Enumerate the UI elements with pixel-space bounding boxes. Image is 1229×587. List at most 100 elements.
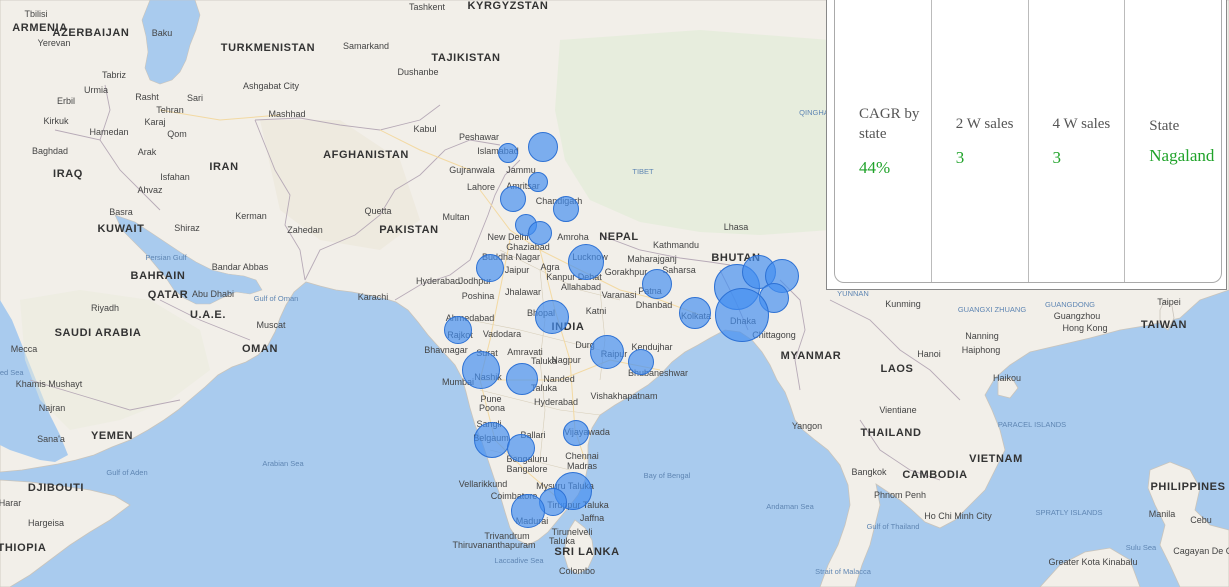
country-label: LAOS bbox=[880, 363, 914, 375]
city-label: Harar bbox=[0, 498, 22, 508]
country-label: QATAR bbox=[147, 289, 189, 301]
city-label: Amritsar bbox=[506, 181, 540, 191]
state-bubble-marker[interactable] bbox=[474, 422, 510, 458]
city-label: Ho Chi Minh City bbox=[924, 511, 992, 521]
region-label: Gulf of Oman bbox=[253, 294, 299, 303]
tooltip-col-4w: 4 W sales 3 bbox=[1029, 0, 1126, 282]
state-bubble-marker[interactable] bbox=[462, 351, 500, 389]
country-label: THAILAND bbox=[860, 427, 922, 439]
city-label: Karaj bbox=[144, 117, 166, 127]
city-label: Lhasa bbox=[723, 222, 749, 232]
city-label: Amravati bbox=[507, 347, 543, 357]
region-label: Gulf of Thailand bbox=[866, 522, 920, 531]
city-label: Mashhad bbox=[268, 109, 306, 119]
city-label: Maharajganj bbox=[627, 254, 677, 264]
state-bubble-marker[interactable] bbox=[500, 186, 526, 212]
city-label: Hanoi bbox=[917, 349, 941, 359]
city-label: Nanning bbox=[965, 331, 999, 341]
city-label: Cebu bbox=[1190, 515, 1212, 525]
country-label: PHILIPPINES bbox=[1150, 481, 1226, 493]
country-label: ARMENIA bbox=[12, 22, 68, 34]
city-label: Tbilisi bbox=[24, 9, 48, 19]
state-bubble-marker[interactable] bbox=[715, 288, 769, 342]
city-label: Dushanbe bbox=[397, 67, 439, 77]
city-label: Nagpur bbox=[551, 355, 581, 365]
state-bubble-marker[interactable] bbox=[628, 349, 654, 375]
city-label: Mumbai bbox=[441, 377, 475, 387]
state-bubble-marker[interactable] bbox=[528, 132, 558, 162]
city-label: Baghdad bbox=[31, 146, 69, 156]
region-label: Strait of Malacca bbox=[815, 567, 871, 576]
state-bubble-marker[interactable] bbox=[590, 335, 624, 369]
city-label: Katni bbox=[585, 306, 607, 316]
city-label: Tabriz bbox=[101, 70, 127, 80]
country-label: IRAQ bbox=[53, 168, 83, 180]
state-bubble-marker[interactable] bbox=[563, 420, 589, 446]
state-bubble-marker[interactable] bbox=[506, 363, 538, 395]
region-label: Sulu Sea bbox=[1125, 543, 1157, 552]
state-bubble-marker[interactable] bbox=[535, 300, 569, 334]
city-label: Qom bbox=[167, 129, 187, 139]
state-bubble-marker[interactable] bbox=[444, 316, 472, 344]
city-label: Gujranwala bbox=[449, 165, 495, 175]
city-label: Varanasi bbox=[601, 290, 637, 300]
state-bubble-marker[interactable] bbox=[553, 196, 579, 222]
country-label: YEMEN bbox=[90, 430, 134, 442]
country-label: TAJIKISTAN bbox=[431, 52, 501, 64]
city-label: Vellarikkund bbox=[458, 479, 508, 489]
city-label: Madras bbox=[566, 461, 598, 471]
cagr-value: 44% bbox=[859, 157, 891, 177]
city-label: Tashkent bbox=[408, 2, 446, 12]
region-label: GUANGXI ZHUANG bbox=[957, 305, 1027, 314]
city-label: Chittagong bbox=[752, 330, 796, 340]
state-bubble-marker[interactable] bbox=[528, 172, 548, 192]
city-label: Jhalawar bbox=[504, 287, 542, 297]
city-label: Multan bbox=[442, 212, 470, 222]
state-bubble-marker[interactable] bbox=[568, 244, 604, 280]
country-label: OMAN bbox=[241, 343, 279, 355]
city-label: Ghaziabad bbox=[506, 242, 550, 252]
city-label: Quetta bbox=[364, 206, 392, 216]
city-label: Kirkuk bbox=[43, 116, 69, 126]
state-bubble-marker[interactable] bbox=[528, 221, 552, 245]
state-bubble-marker[interactable] bbox=[642, 269, 672, 299]
city-label: Jodhpur bbox=[458, 276, 492, 286]
city-label: Ashgabat City bbox=[242, 81, 300, 91]
city-label: Vadodara bbox=[482, 329, 522, 339]
city-label: Kerman bbox=[235, 211, 267, 221]
city-label: Pune bbox=[480, 394, 502, 404]
city-label: Coimbatore bbox=[490, 491, 538, 501]
city-label: Agra bbox=[540, 262, 560, 272]
city-label: Jaffna bbox=[579, 513, 605, 523]
country-label: INDIA bbox=[551, 321, 585, 333]
city-label: Taluka bbox=[548, 536, 576, 546]
country-label: BAHRAIN bbox=[130, 270, 186, 282]
region-label: Persian Gulf bbox=[145, 253, 187, 262]
caspian-sea bbox=[141, 0, 201, 85]
region-label: Bay of Bengal bbox=[643, 471, 691, 480]
city-label: Jammu bbox=[506, 165, 536, 175]
state-value: Nagaland bbox=[1149, 145, 1215, 165]
city-label: Bandar Abbas bbox=[211, 262, 269, 272]
city-label: Urmia bbox=[84, 85, 108, 95]
state-bubble-marker[interactable] bbox=[498, 143, 518, 163]
country-label: IRAN bbox=[209, 161, 239, 173]
tooltip-col-state: State Nagaland bbox=[1125, 0, 1221, 282]
city-label: Zahedan bbox=[287, 225, 323, 235]
city-label: Cagayan De O bbox=[1173, 546, 1229, 556]
region-label: SPRATLY ISLANDS bbox=[1035, 508, 1103, 517]
country-label: AZERBAIJAN bbox=[52, 27, 130, 39]
country-label: KUWAIT bbox=[97, 223, 145, 235]
city-label: Nanded bbox=[543, 374, 575, 384]
city-label: Thiruvananthapuram bbox=[452, 540, 536, 550]
city-label: Hamedan bbox=[89, 127, 129, 137]
city-label: Kunming bbox=[885, 299, 921, 309]
state-bubble-marker[interactable] bbox=[476, 254, 504, 282]
region-label: Laccadive Sea bbox=[494, 556, 544, 565]
state-bubble-marker[interactable] bbox=[511, 494, 545, 528]
state-bubble-marker[interactable] bbox=[679, 297, 711, 329]
state-bubble-marker[interactable] bbox=[507, 434, 535, 462]
region-label: GUANGDONG bbox=[1044, 300, 1096, 309]
city-label: Shiraz bbox=[174, 223, 200, 233]
country-label: SRI LANKA bbox=[554, 546, 620, 558]
